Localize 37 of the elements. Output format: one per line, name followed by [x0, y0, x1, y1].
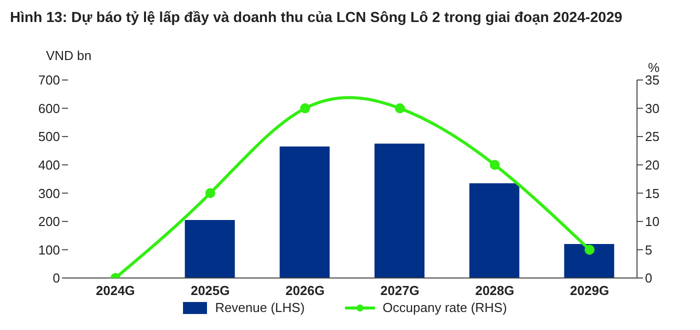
x-tick-label: 2027G [380, 283, 420, 298]
bar [564, 244, 614, 278]
y-tick-label: 300 [38, 186, 60, 201]
legend-label: Occupany rate (RHS) [382, 300, 507, 315]
legend-label: Revenue (LHS) [215, 300, 305, 315]
x-tick-label: 2029G [570, 283, 610, 298]
y2-tick-label: 15 [645, 186, 660, 201]
y2-tick-label: 25 [645, 129, 660, 144]
point [205, 188, 216, 198]
y2-tick-label: 20 [645, 157, 660, 172]
bar [374, 144, 424, 278]
bar [184, 220, 235, 278]
y2-tick-label: 35 [645, 72, 660, 88]
y-tick-label: 200 [38, 214, 60, 230]
y2-tick-label: 5 [645, 242, 652, 258]
bar [469, 183, 520, 278]
y-tick-label: 600 [38, 100, 60, 116]
y-axis-title: VND bn [46, 48, 92, 63]
x-tick-label: 2025G [190, 283, 230, 298]
y2-axis-title: % [648, 60, 660, 75]
point [584, 244, 595, 255]
bar [280, 146, 330, 278]
x-tick-label: 2028G [475, 283, 514, 298]
point [490, 160, 500, 170]
x-tick-label: 2024G [96, 283, 135, 298]
chart-title: Hình 13: Dự báo tỷ lệ lấp đầy và doanh thu của LCN Sông Lô 2 trong giai đoạn 2024-2029 [9, 9, 624, 26]
x-tick-label: 2026G [286, 283, 325, 298]
y-tick-label: 700 [38, 72, 60, 88]
point [394, 103, 405, 114]
y-tick-label: 100 [38, 242, 60, 258]
y-tick-label: 400 [38, 157, 60, 172]
y-tick-label: 0 [52, 270, 60, 286]
point [300, 103, 310, 114]
y2-tick-label: 0 [645, 270, 652, 286]
y2-tick-label: 10 [645, 214, 660, 230]
y2-tick-label: 30 [645, 100, 660, 116]
y-tick-label: 500 [38, 129, 60, 144]
